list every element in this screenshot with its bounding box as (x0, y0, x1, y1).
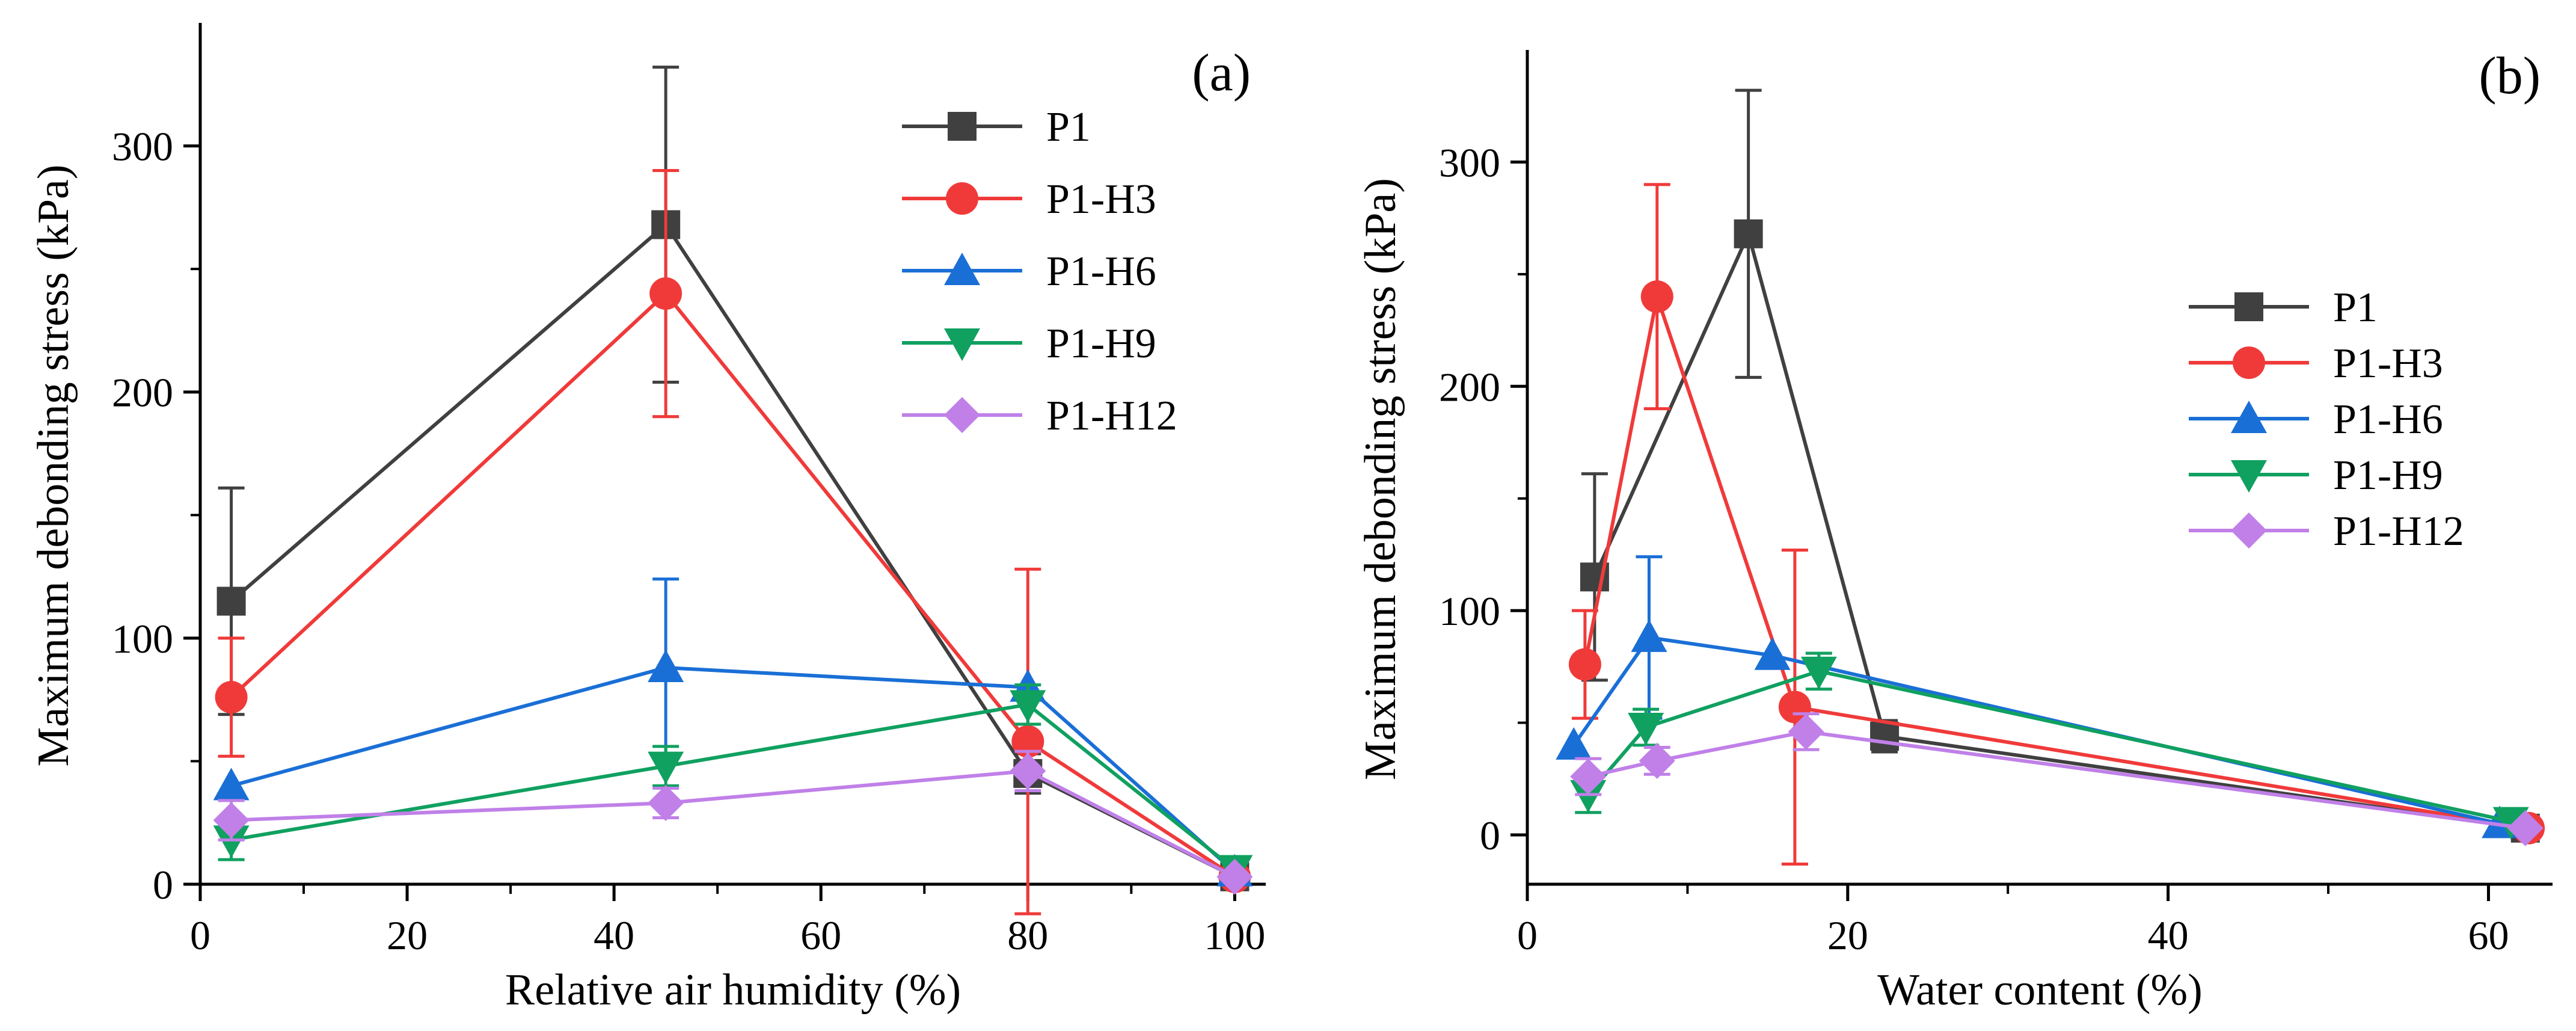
data-point (215, 681, 248, 714)
series-p1-h9 (1570, 651, 2529, 840)
x-tick-label: 60 (2468, 913, 2509, 958)
data-point (1639, 742, 1675, 779)
panel-a: 0 20 40 60 80 100 0 100 200 300 Relative air humid… (29, 23, 1266, 1015)
data-point (213, 768, 250, 801)
y-tick-label: 200 (1439, 364, 1500, 410)
legend-label: P1-H12 (1046, 393, 1177, 439)
data-point (1628, 713, 1664, 746)
legend-label: P1-H6 (2333, 396, 2443, 443)
panel-b: 0 20 40 60 0 100 200 300 Water content (%) Maximu… (1356, 47, 2553, 1015)
data-point (1800, 656, 1837, 689)
series-p1-h12 (213, 749, 1253, 895)
x-tick-label: 40 (2148, 913, 2189, 958)
data-point (648, 751, 684, 784)
data-point (648, 649, 684, 682)
data-point (1734, 219, 1763, 248)
data-point (2492, 807, 2529, 840)
x-tick-label: 0 (190, 913, 210, 958)
series-p1 (1580, 88, 2540, 843)
data-point (1556, 727, 1592, 760)
series-line (1572, 635, 2500, 826)
x-axis-title: Water content (%) (1877, 965, 2203, 1015)
legend-label: P1-H3 (2333, 340, 2443, 387)
legend-label: P1 (1046, 104, 1091, 150)
y-axis-title: Maximum debonding stress (kPa) (29, 165, 78, 767)
data-point (1631, 619, 1667, 652)
x-axis-title: Relative air humidity (%) (505, 965, 961, 1015)
data-point (1788, 713, 1824, 750)
legend: P1 P1-H3 P1-H6 P1-H9 P1-H12 (2189, 285, 2464, 555)
series-p1-h3 (215, 168, 1251, 916)
legend-marker (2231, 512, 2267, 549)
legend-marker (946, 182, 978, 215)
series-p1-h6 (1556, 555, 2518, 839)
series-line (231, 703, 1236, 871)
data-point (648, 784, 684, 821)
legend-marker (2231, 460, 2267, 493)
series-line (1586, 669, 2512, 823)
series-p1-h6 (213, 577, 1253, 887)
data-point (1570, 759, 1607, 795)
legend-marker (944, 397, 980, 433)
data-point (1011, 725, 1044, 758)
series-line (1587, 730, 2526, 830)
data-point (216, 586, 246, 616)
legend-marker (944, 328, 980, 361)
series-line (1583, 289, 2529, 830)
data-point (1010, 752, 1046, 789)
legend-marker (948, 112, 977, 141)
panel-label: (b) (2479, 47, 2541, 105)
y-tick-label: 200 (112, 370, 173, 416)
data-point (2507, 810, 2544, 846)
x-tick-label: 20 (387, 913, 428, 958)
data-point (1640, 280, 1673, 313)
y-tick-label: 100 (112, 616, 173, 662)
data-point (649, 277, 682, 310)
x-tick-label: 80 (1007, 913, 1048, 958)
data-point (1216, 858, 1253, 895)
legend-label: P1-H6 (1046, 248, 1156, 295)
y-tick-label: 100 (1439, 588, 1500, 634)
panel-label: (a) (1192, 44, 1251, 102)
legend-label: P1-H9 (2333, 452, 2443, 499)
series-line (230, 291, 1236, 879)
x-tick-label: 40 (593, 913, 634, 958)
y-tick-label: 0 (1480, 813, 1500, 858)
y-tick-label: 0 (153, 862, 173, 908)
legend-marker (2233, 346, 2265, 379)
legend-marker (944, 253, 980, 285)
y-tick-label: 300 (1439, 140, 1500, 185)
legend-label: P1-H3 (1046, 176, 1156, 223)
x-tick-label: 100 (1204, 913, 1265, 958)
legend-label: P1-H12 (2333, 508, 2464, 555)
series-line (231, 769, 1236, 879)
series-p1-h12 (1570, 712, 2544, 846)
data-point (213, 825, 250, 858)
legend: P1 P1-H3 P1-H6 P1-H9 P1-H12 (902, 104, 1177, 439)
data-point (1010, 690, 1046, 723)
x-tick-label: 60 (800, 913, 841, 958)
series-line (230, 665, 1236, 873)
legend-label: P1 (2333, 285, 2378, 331)
series-line (1593, 228, 2526, 830)
x-tick-label: 0 (1517, 913, 1538, 958)
data-point (1870, 721, 1900, 751)
data-point (1754, 637, 1791, 670)
y-axis-title: Maximum debonding stress (kPa) (1356, 178, 1405, 780)
x-tick-label: 20 (1827, 913, 1868, 958)
legend-marker (2234, 292, 2263, 321)
data-point (213, 802, 250, 839)
y-tick-label: 300 (112, 124, 173, 170)
data-point (1570, 780, 1607, 813)
data-point (1568, 648, 1601, 681)
legend-label: P1-H9 (1046, 321, 1156, 367)
legend-marker (2231, 401, 2267, 433)
